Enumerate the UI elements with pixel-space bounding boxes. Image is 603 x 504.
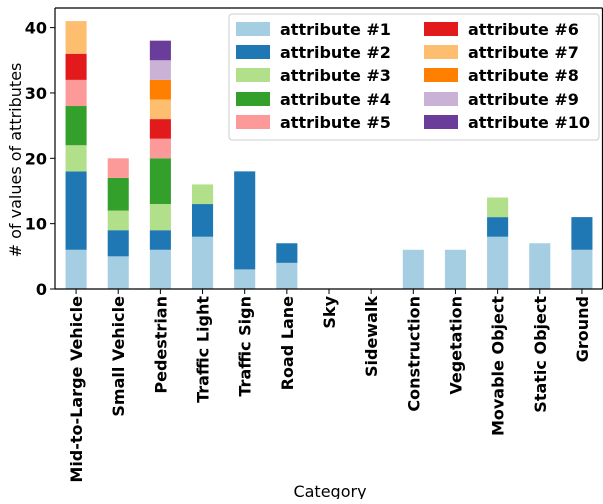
bar-segment-series-1-cat-10 bbox=[444, 249, 466, 289]
legend-swatch bbox=[424, 68, 458, 82]
bar-segment-series-4-cat-2 bbox=[107, 177, 129, 211]
bar-segment-series-3-cat-4 bbox=[192, 184, 214, 205]
bar-segment-series-1-cat-13 bbox=[571, 249, 593, 289]
y-ticks-group: 0 10 20 30 40 bbox=[25, 19, 55, 299]
x-tick-label: Sky bbox=[320, 295, 339, 328]
legend-label: attribute #2 bbox=[280, 43, 391, 62]
y-tick-label: 40 bbox=[25, 19, 47, 38]
legend-label: attribute #1 bbox=[280, 20, 391, 39]
bar-segment-series-2-cat-4 bbox=[192, 204, 214, 237]
y-axis-label: # of values of attributes bbox=[6, 63, 25, 258]
bar-segment-series-7-cat-1 bbox=[65, 21, 87, 54]
legend: attribute #1 attribute #2 attribute #3 attr… bbox=[228, 13, 600, 141]
legend-frame bbox=[228, 13, 600, 141]
bar-segment-series-1-cat-4 bbox=[192, 236, 214, 289]
bar-segment-series-1-cat-5 bbox=[234, 269, 256, 289]
bars-group bbox=[65, 21, 593, 289]
bar-segment-series-2-cat-6 bbox=[276, 243, 298, 263]
legend-swatch bbox=[424, 45, 458, 59]
bar-segment-series-3-cat-2 bbox=[107, 210, 129, 231]
bar-segment-series-1-cat-12 bbox=[529, 243, 551, 289]
bar-segment-series-1-cat-2 bbox=[107, 256, 129, 289]
bar-segment-series-2-cat-5 bbox=[234, 171, 256, 270]
bar-segment-series-3-cat-1 bbox=[65, 145, 87, 172]
x-axis-label: Category bbox=[293, 482, 366, 499]
bar-segment-series-2-cat-13 bbox=[571, 217, 593, 250]
x-tick-label: Vegetation bbox=[446, 296, 465, 395]
legend-swatch bbox=[236, 92, 270, 106]
x-tick-label: Pedestrian bbox=[151, 296, 170, 394]
bar-segment-series-1-cat-6 bbox=[276, 262, 298, 289]
legend-label: attribute #4 bbox=[280, 90, 391, 109]
bar-segment-series-5-cat-2 bbox=[107, 158, 129, 178]
bar-segment-series-4-cat-3 bbox=[149, 158, 171, 205]
x-tick-label: Mid-to-Large Vehicle bbox=[67, 296, 86, 483]
x-tick-label: Traffic Sign bbox=[236, 296, 255, 397]
bar-segment-series-1-cat-9 bbox=[402, 249, 424, 289]
bar-segment-series-5-cat-3 bbox=[149, 138, 171, 159]
legend-label: attribute #7 bbox=[468, 43, 579, 62]
x-tick-label: Static Object bbox=[531, 296, 550, 413]
legend-label: attribute #6 bbox=[468, 20, 579, 39]
legend-label: attribute #8 bbox=[468, 66, 579, 85]
legend-swatch bbox=[424, 115, 458, 129]
bar-segment-series-10-cat-3 bbox=[149, 40, 171, 61]
legend-swatch bbox=[424, 92, 458, 106]
bar-segment-series-1-cat-3 bbox=[149, 249, 171, 289]
legend-label: attribute #5 bbox=[280, 113, 391, 132]
legend-swatch bbox=[236, 22, 270, 36]
bar-segment-series-9-cat-3 bbox=[149, 60, 171, 80]
bar-segment-series-2-cat-1 bbox=[65, 171, 87, 250]
x-tick-label: Sidewalk bbox=[362, 296, 381, 377]
bar-segment-series-3-cat-11 bbox=[487, 197, 509, 218]
y-tick-label: 20 bbox=[25, 149, 47, 168]
bar-segment-series-1-cat-1 bbox=[65, 249, 87, 289]
x-tick-label: Road Lane bbox=[278, 296, 297, 391]
bar-segment-series-2-cat-3 bbox=[149, 230, 171, 250]
y-tick-label: 30 bbox=[25, 84, 47, 103]
legend-swatch bbox=[236, 68, 270, 82]
bar-segment-series-6-cat-1 bbox=[65, 53, 87, 80]
legend-swatch bbox=[424, 22, 458, 36]
x-tick-label: Movable Object bbox=[489, 296, 508, 436]
bar-segment-series-7-cat-3 bbox=[149, 99, 171, 120]
legend-label: attribute #3 bbox=[280, 66, 391, 85]
y-tick-label: 0 bbox=[36, 280, 47, 299]
bar-segment-series-8-cat-3 bbox=[149, 79, 171, 100]
x-tick-label: Small Vehicle bbox=[109, 296, 128, 417]
legend-swatch bbox=[236, 45, 270, 59]
x-tick-label: Construction bbox=[404, 296, 423, 412]
bar-segment-series-6-cat-3 bbox=[149, 119, 171, 139]
legend-swatch bbox=[236, 115, 270, 129]
bar-segment-series-2-cat-11 bbox=[487, 217, 509, 237]
x-ticks-group: Mid-to-Large Vehicle Small Vehicle Pedestr… bbox=[67, 289, 592, 483]
bar-segment-series-3-cat-3 bbox=[149, 204, 171, 231]
x-tick-label: Traffic Light bbox=[194, 296, 213, 403]
x-tick-label: Ground bbox=[573, 296, 592, 362]
bar-segment-series-1-cat-11 bbox=[487, 236, 509, 289]
bar-segment-series-5-cat-1 bbox=[65, 79, 87, 107]
y-tick-label: 10 bbox=[25, 215, 47, 234]
bar-segment-series-4-cat-1 bbox=[65, 106, 87, 146]
legend-label: attribute #9 bbox=[468, 90, 579, 109]
bar-segment-series-2-cat-2 bbox=[107, 230, 129, 257]
legend-label: attribute #10 bbox=[468, 113, 590, 132]
